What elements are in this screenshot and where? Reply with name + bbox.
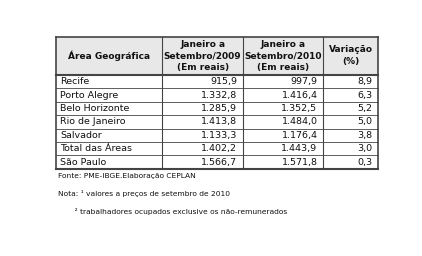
Text: 1.413,8: 1.413,8 <box>201 118 237 126</box>
Text: Janeiro a
Setembro/2010
(Em reais): Janeiro a Setembro/2010 (Em reais) <box>244 40 322 72</box>
Text: Porto Alegre: Porto Alegre <box>60 91 118 100</box>
Bar <box>56 37 378 75</box>
Text: 1.133,3: 1.133,3 <box>200 131 237 140</box>
Text: São Paulo: São Paulo <box>60 157 106 166</box>
Text: 1.571,8: 1.571,8 <box>281 157 317 166</box>
Text: 5,2: 5,2 <box>357 104 372 113</box>
Text: 915,9: 915,9 <box>210 77 237 86</box>
Text: 1.566,7: 1.566,7 <box>201 157 237 166</box>
Text: 997,9: 997,9 <box>290 77 317 86</box>
Text: Janeiro a
Setembro/2009
(Em reais): Janeiro a Setembro/2009 (Em reais) <box>164 40 241 72</box>
Text: Total das Áreas: Total das Áreas <box>60 144 132 153</box>
Text: 6,3: 6,3 <box>357 91 372 100</box>
Text: 1.332,8: 1.332,8 <box>201 91 237 100</box>
Text: Recife: Recife <box>60 77 89 86</box>
Text: Rio de Janeiro: Rio de Janeiro <box>60 118 125 126</box>
Text: Belo Horizonte: Belo Horizonte <box>60 104 129 113</box>
Text: 0,3: 0,3 <box>357 157 372 166</box>
Text: 3,8: 3,8 <box>357 131 372 140</box>
Text: 1.443,9: 1.443,9 <box>281 144 317 153</box>
Text: 1.176,4: 1.176,4 <box>281 131 317 140</box>
Text: 3,0: 3,0 <box>357 144 372 153</box>
Text: 1.352,5: 1.352,5 <box>281 104 317 113</box>
Text: 8,9: 8,9 <box>357 77 372 86</box>
Text: 1.484,0: 1.484,0 <box>281 118 317 126</box>
Text: 1.285,9: 1.285,9 <box>201 104 237 113</box>
Text: 5,0: 5,0 <box>357 118 372 126</box>
Text: 1.416,4: 1.416,4 <box>281 91 317 100</box>
Text: 1.402,2: 1.402,2 <box>201 144 237 153</box>
Text: Salvador: Salvador <box>60 131 102 140</box>
Text: Nota: ¹ valores a preços de setembro de 2010: Nota: ¹ valores a preços de setembro de … <box>58 190 230 197</box>
Text: Área Geográfica: Área Geográfica <box>68 51 150 61</box>
Text: ² trabalhadores ocupados exclusive os não-remunerados: ² trabalhadores ocupados exclusive os nã… <box>58 208 287 215</box>
Text: Fonte: PME-IBGE.Elaboração CEPLAN: Fonte: PME-IBGE.Elaboração CEPLAN <box>58 173 195 179</box>
Text: Variação
(%): Variação (%) <box>329 46 373 66</box>
